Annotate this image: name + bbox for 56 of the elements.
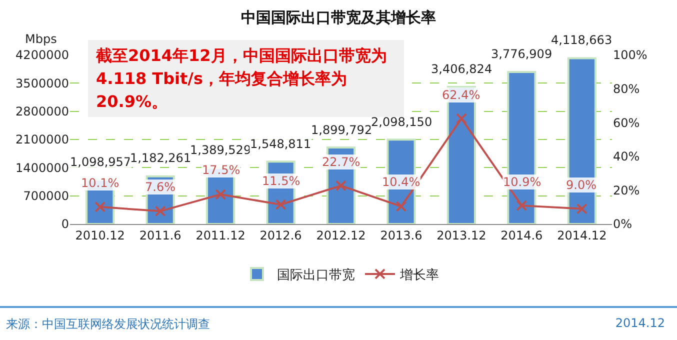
text: 2,098,150 <box>371 115 432 129</box>
y-tick-label: 2100000 <box>16 132 69 147</box>
point <box>396 200 407 212</box>
text: 1,098,957 <box>70 155 132 169</box>
data-label: 10.1% <box>81 176 120 190</box>
y-tick-label: 1400000 <box>16 160 69 175</box>
y-tick-label: 0 <box>61 217 69 232</box>
data-label: 62.4% <box>442 88 480 102</box>
text: 3,776,909 <box>491 47 552 61</box>
point <box>275 199 286 210</box>
data-label: 10.4% <box>382 175 420 189</box>
text: 1,548,811 <box>250 137 312 151</box>
data-label: 11.5% <box>262 174 300 188</box>
legend-label: 国际出口带宽 <box>277 267 355 284</box>
annotation: 截至2014年12月，中国国际出口带宽为4.118 Tbit/s，年均复合增长率为20.9%。 <box>96 46 387 111</box>
source-note: 来源：中国互联网络发展状况统计调查 <box>6 316 210 333</box>
point <box>516 200 528 212</box>
text: 1,389,529 <box>190 143 252 157</box>
text: 3,406,824 <box>431 62 492 76</box>
y2-tick-label: 60% <box>613 116 640 130</box>
x-tick-label: 2012.6 <box>260 228 302 242</box>
y2-tick-label: 40% <box>613 150 640 164</box>
chart-title: 中国国际出口带宽及其增长率 <box>241 8 436 26</box>
text: 1,899,792 <box>311 123 372 137</box>
y2-tick-label: 20% <box>613 183 640 198</box>
bar <box>567 57 596 224</box>
y-tick-label: 4200000 <box>16 48 69 62</box>
x-tick-label: 2011.6 <box>139 228 182 242</box>
x-tick-label: 2014.12 <box>557 228 607 242</box>
text: 2014.12 <box>615 316 665 330</box>
x-tick-label: 2013.6 <box>380 228 422 242</box>
y-tick-label: 3500000 <box>16 76 69 90</box>
x-tick-label: 2013.12 <box>436 228 486 242</box>
y2-tick-label: 0% <box>613 217 632 232</box>
x-tick-label: 2010.12 <box>75 228 125 242</box>
data-label: 17.5% <box>202 163 240 177</box>
x-tick-label: 2014.6 <box>500 228 543 242</box>
legend-label: 增长率 <box>399 267 439 284</box>
data-label: 9.0% <box>566 178 596 192</box>
point <box>215 188 226 200</box>
y2-tick-label: 100% <box>613 48 648 62</box>
point <box>456 113 467 124</box>
data-label: 22.7% <box>322 155 360 169</box>
text: 4,118,663 <box>551 33 612 47</box>
point <box>576 203 588 214</box>
y2-tick-label: 80% <box>613 82 640 96</box>
y-axis-title: Mbps <box>25 32 57 46</box>
x-tick-label: 2011.12 <box>196 228 246 242</box>
point <box>336 180 346 192</box>
text: 1,182,261 <box>130 151 192 165</box>
x-tick-label: 2012.12 <box>316 228 366 242</box>
y-tick-label: 2800000 <box>16 104 69 119</box>
point <box>154 206 166 217</box>
data-label: 10.9% <box>503 175 542 189</box>
data-label: 7.6% <box>145 180 176 194</box>
y-tick-label: 700000 <box>23 189 69 204</box>
